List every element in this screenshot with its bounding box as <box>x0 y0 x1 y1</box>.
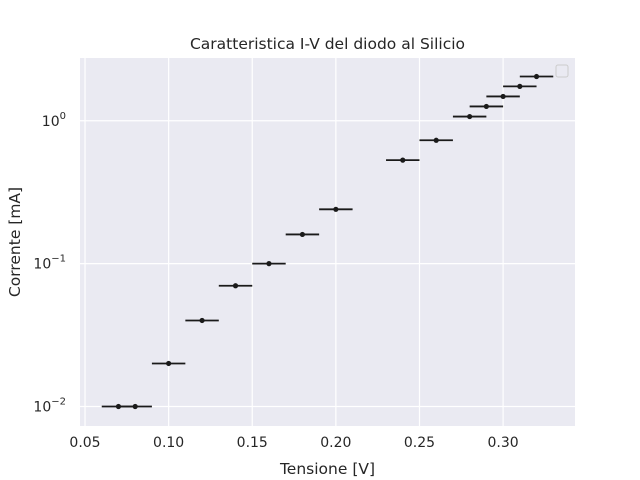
data-point <box>400 157 406 163</box>
data-point <box>166 360 172 367</box>
data-point <box>500 93 506 100</box>
y-axis-ticks: 10−2 10−1 100 <box>33 111 66 416</box>
grid <box>80 58 575 426</box>
y-tick-label: 100 <box>42 111 66 130</box>
x-tick-label: 0.05 <box>69 435 100 451</box>
data-point <box>199 317 205 324</box>
x-tick-label: 0.25 <box>404 435 435 451</box>
data-point <box>483 103 489 110</box>
y-axis-label: Corrente [mA] <box>6 187 24 297</box>
data-point <box>299 231 306 238</box>
legend-box <box>555 64 569 78</box>
data-point <box>132 403 138 410</box>
data-series <box>101 73 554 410</box>
x-axis-label: Tensione [V] <box>279 460 375 478</box>
data-point <box>333 206 339 212</box>
data-point <box>266 261 272 267</box>
data-point <box>467 113 473 120</box>
data-point <box>232 283 239 289</box>
x-tick-label: 0.10 <box>153 435 184 451</box>
plot-area <box>80 58 575 426</box>
x-tick-label: 0.15 <box>237 435 268 451</box>
chart-title: Caratteristica I-V del diodo al Silicio <box>190 35 465 53</box>
x-tick-label: 0.30 <box>488 435 519 451</box>
data-point <box>533 73 540 80</box>
x-tick-label: 0.20 <box>320 435 351 451</box>
data-point <box>517 83 523 89</box>
y-tick-label: 10−1 <box>33 254 66 273</box>
data-point <box>433 137 439 143</box>
x-axis-ticks: 0.05 0.10 0.15 0.20 0.25 0.30 <box>69 435 518 451</box>
y-tick-label: 10−2 <box>33 396 66 415</box>
